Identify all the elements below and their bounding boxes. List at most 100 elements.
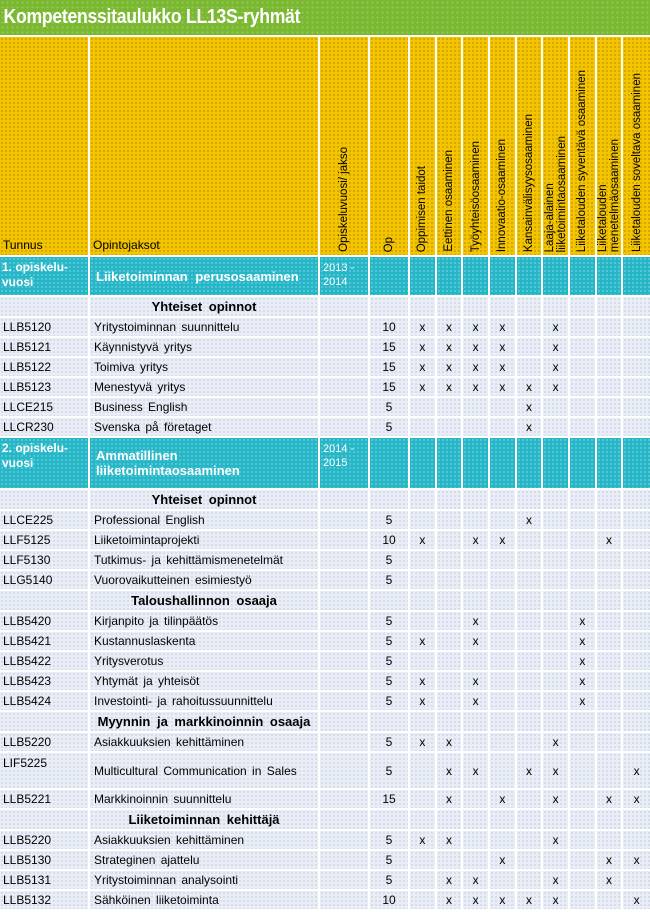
course-name: Professional English	[90, 511, 320, 529]
vuosi-cell	[320, 652, 370, 670]
mark-cell	[596, 733, 624, 751]
mark-cell	[463, 733, 490, 751]
mark-cell	[516, 790, 544, 808]
mark-cell	[516, 632, 544, 650]
section-empty-cell	[596, 490, 624, 509]
mark-cell	[596, 612, 624, 630]
vuosi-cell	[320, 831, 370, 849]
mark-cell: x	[436, 871, 464, 889]
year-empty-cell	[596, 257, 624, 295]
mark-cell	[623, 511, 650, 529]
mark-cell: x	[436, 753, 464, 788]
title-bar: Kompetenssitaulukko LL13S-ryhmät	[0, 0, 650, 35]
course-credits: 15	[370, 338, 410, 356]
section-empty-cell	[0, 591, 90, 610]
course-row: LLCR230 Svenska på företaget 5 x	[0, 418, 650, 438]
section-row: Myynnin ja markkinoinnin osaaja	[0, 712, 650, 733]
course-row: LIF5225 Multicultural Communication in Sa…	[0, 753, 650, 790]
mark-cell	[516, 571, 544, 589]
mark-cell	[463, 652, 490, 670]
mark-cell	[463, 511, 490, 529]
vuosi-cell	[320, 891, 370, 909]
mark-cell: x	[436, 891, 464, 909]
section-empty-cell	[0, 297, 90, 316]
course-row: LLB5122 Toimiva yritys 15 x x x x x	[0, 358, 650, 378]
mark-cell	[516, 551, 544, 569]
mark-cell: x	[489, 790, 517, 808]
course-name: Markkinoinnin suunnittelu	[90, 790, 320, 808]
mark-cell	[596, 632, 624, 650]
year-empty-cell	[489, 257, 517, 295]
mark-cell: x	[543, 733, 570, 751]
mark-cell	[463, 551, 490, 569]
section-empty-cell	[569, 712, 597, 731]
mark-cell: x	[543, 338, 570, 356]
vuosi-cell	[320, 672, 370, 690]
mark-cell	[569, 378, 597, 396]
course-code: LLB5421	[0, 632, 90, 650]
mark-cell	[543, 551, 570, 569]
mark-cell: x	[410, 831, 437, 849]
mark-cell	[489, 418, 517, 436]
course-name: Yhtymät ja yhteisöt	[90, 672, 320, 690]
course-name: Yritystoiminnan suunnittelu	[90, 318, 320, 336]
mark-cell	[489, 612, 517, 630]
col-header-tunnus: Tunnus	[0, 37, 90, 255]
course-row: LLB5123 Menestyvä yritys 15 x x x x x x	[0, 378, 650, 398]
section-row: Liiketoiminnan kehittäjä	[0, 810, 650, 831]
mark-cell: x	[543, 358, 570, 376]
vuosi-cell	[320, 551, 370, 569]
mark-cell	[569, 790, 597, 808]
course-row: LLB5132 Sähköinen liiketoiminta 10 x x x x x x	[0, 891, 650, 911]
course-name: Strateginen ajattelu	[90, 851, 320, 869]
mark-cell	[410, 511, 437, 529]
mark-cell	[436, 652, 464, 670]
mark-cell	[410, 612, 437, 630]
year-empty-cell	[516, 438, 544, 488]
course-code: LLB5422	[0, 652, 90, 670]
vuosi-cell	[320, 612, 370, 630]
mark-cell: x	[516, 378, 544, 396]
course-row: LLB5423 Yhtymät ja yhteisöt 5 x x x	[0, 672, 650, 692]
course-name: Investointi- ja rahoitussuunnittelu	[90, 692, 320, 710]
year-course-theme: Ammatillinen liiketoimintaosaaminen	[90, 438, 320, 488]
mark-cell	[596, 891, 624, 909]
course-credits: 15	[370, 378, 410, 396]
vuosi-cell	[320, 378, 370, 396]
mark-cell: x	[489, 318, 517, 336]
section-empty-cell	[516, 297, 544, 316]
section-empty-cell	[320, 490, 370, 509]
col-header-opintojaksot: Opintojaksot	[90, 37, 320, 255]
course-code: LLB5123	[0, 378, 90, 396]
section-empty-cell	[489, 591, 517, 610]
course-name: Yritysverotus	[90, 652, 320, 670]
col-header-liiketalouden-menetelmaosaaminen: Liiketalouden menetelmäosaaminen	[596, 37, 624, 255]
mark-cell	[543, 672, 570, 690]
mark-cell: x	[463, 632, 490, 650]
mark-cell	[463, 831, 490, 849]
section-empty-cell	[623, 712, 650, 731]
mark-cell	[516, 851, 544, 869]
mark-cell	[596, 398, 624, 416]
mark-cell	[489, 511, 517, 529]
course-name: Toimiva yritys	[90, 358, 320, 376]
section-label: Myynnin ja markkinoinnin osaaja	[90, 712, 320, 731]
course-code: LLCE225	[0, 511, 90, 529]
mark-cell	[623, 338, 650, 356]
mark-cell	[410, 891, 437, 909]
course-row: LLCE225 Professional English 5 x	[0, 511, 650, 531]
mark-cell: x	[516, 418, 544, 436]
section-empty-cell	[410, 591, 437, 610]
year-empty-cell	[543, 257, 570, 295]
section-empty-cell	[489, 490, 517, 509]
course-name: Kustannuslaskenta	[90, 632, 320, 650]
mark-cell	[436, 612, 464, 630]
mark-cell	[489, 632, 517, 650]
mark-cell	[623, 358, 650, 376]
section-empty-cell	[370, 297, 410, 316]
mark-cell: x	[489, 851, 517, 869]
mark-cell: x	[410, 318, 437, 336]
mark-cell	[436, 531, 464, 549]
mark-cell	[623, 378, 650, 396]
mark-cell	[543, 612, 570, 630]
